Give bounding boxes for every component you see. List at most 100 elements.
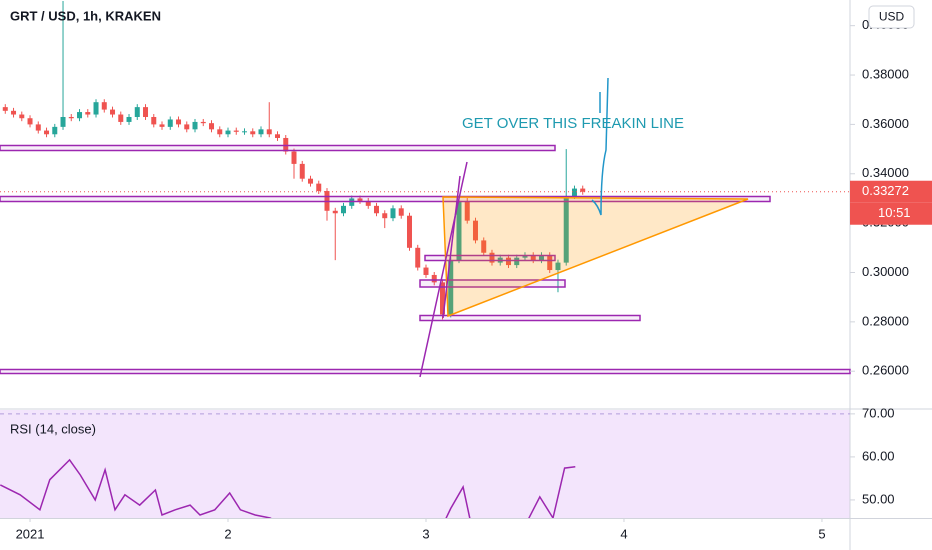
axes: 0.260000.280000.300000.320000.340000.360… (16, 17, 909, 541)
candle-body (225, 130, 231, 135)
candle-body (101, 102, 107, 110)
candle-body (571, 188, 577, 196)
x-tick-label: 4 (620, 526, 627, 541)
candle-body (93, 102, 99, 115)
candle-body (481, 240, 487, 253)
candle-body (308, 178, 314, 184)
y-tick-label: 0.36000 (862, 116, 909, 131)
candle-body (19, 114, 25, 119)
candle-body (200, 121, 206, 124)
candle-body (431, 274, 437, 283)
countdown-label: 10:51 (878, 205, 911, 220)
rsi-line (0, 458, 576, 518)
candle-body (423, 267, 429, 275)
candle-body (398, 208, 404, 216)
candle-body (472, 220, 478, 241)
level-box (0, 144, 556, 152)
x-tick-label: 5 (818, 526, 825, 541)
candle-body (340, 205, 346, 214)
y-tick-label: 0.38000 (862, 66, 909, 81)
y-tick-label: 0.28000 (862, 313, 909, 328)
rsi-tick-label: 60.00 (862, 448, 895, 463)
candle-body (52, 126, 58, 135)
candle-body (382, 213, 388, 219)
annotation: GET OVER THIS FREAKIN LINE (462, 115, 684, 132)
candle-body (134, 107, 140, 117)
candle-body (365, 200, 371, 206)
candle-body (291, 151, 297, 164)
candle-body (563, 195, 569, 263)
currency-label[interactable]: USD (879, 10, 905, 24)
candle-body (266, 129, 272, 135)
currency-button[interactable] (868, 5, 915, 29)
last-price-box (850, 180, 932, 203)
candle-body (415, 247, 421, 268)
candle-body (209, 123, 215, 130)
candle-body (118, 114, 124, 122)
candle-body (406, 215, 412, 248)
rsi-pane (0, 410, 850, 518)
candle-body (233, 130, 239, 132)
y-tick-label: 0.34000 (862, 165, 909, 180)
candle-body (192, 121, 198, 130)
candle-body (143, 107, 149, 117)
candle-body (538, 255, 544, 261)
candle-body (332, 210, 338, 214)
y-tick-label: 0.30000 (862, 264, 909, 279)
x-tick-label: 2021 (16, 526, 45, 541)
candle-body (68, 116, 74, 119)
candle-body (250, 131, 256, 135)
candle-body (505, 257, 511, 266)
freehand-line (591, 77, 609, 216)
candle-body (77, 112, 83, 119)
candle-body (390, 208, 396, 219)
rsi-tick-label: 70.00 (862, 405, 895, 420)
overlay: 0.33272 10:51 (850, 180, 932, 225)
y-tick-label: 0.26000 (862, 363, 909, 378)
candle-body (242, 131, 248, 133)
candle-body (176, 119, 182, 125)
rsi-tick-label: 50.00 (862, 491, 895, 506)
level-box (424, 254, 556, 262)
rsi-group (0, 413, 850, 518)
candle-body (258, 129, 264, 135)
triangle-pattern (442, 196, 749, 318)
last-price-label: 0.33272 (862, 183, 909, 198)
candle-body (299, 163, 305, 179)
candle-body (159, 124, 165, 127)
candle-body (167, 119, 173, 127)
level-box (0, 195, 771, 203)
candle-body (184, 124, 190, 130)
candle-body (85, 112, 91, 115)
candle-body (530, 255, 536, 261)
candle-body (514, 257, 520, 266)
candle-body (522, 255, 528, 258)
x-tick-label: 2 (224, 526, 231, 541)
candle-body (60, 116, 66, 127)
candle-body (555, 262, 561, 271)
candle-body (464, 200, 470, 221)
level-box (419, 314, 641, 322)
candle-body (151, 116, 157, 125)
candle-body (27, 118, 33, 125)
drawings: GET OVER THIS FREAKIN LINE (0, 77, 851, 378)
trend-line (442, 175, 461, 319)
candle-body (456, 200, 462, 261)
candle-body (373, 205, 379, 214)
x-tick-label: 3 (422, 526, 429, 541)
trend-line (419, 161, 468, 378)
chart-title: GRT / USD, 1h, KRAKEN (10, 8, 161, 23)
level-box (419, 279, 566, 288)
candle-body (489, 252, 495, 263)
level-box (0, 368, 851, 375)
candle-body (357, 198, 363, 201)
rsi-title: RSI (14, close) (10, 421, 96, 436)
candle-body (439, 282, 445, 315)
candle-body (547, 255, 553, 271)
candle-body (11, 110, 17, 115)
candle-body (580, 188, 586, 192)
candle-body (316, 183, 322, 192)
candle-body (217, 129, 223, 135)
candle-body (2, 107, 8, 111)
